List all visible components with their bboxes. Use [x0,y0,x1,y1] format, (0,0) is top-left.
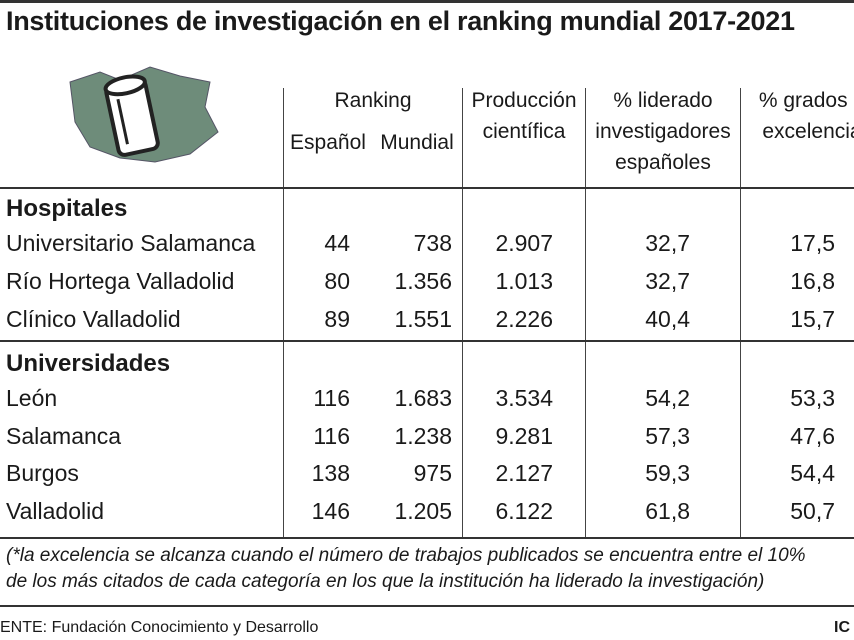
header-produccion: Producción [471,89,577,112]
cell-value: 1.551 [394,306,452,332]
column-rule [462,88,463,538]
cell-value: 1.683 [394,385,452,411]
row-label: Salamanca [6,422,122,449]
column-rule [283,88,284,538]
cell-value: 89 [324,306,350,332]
cell-value: 3.534 [495,385,553,411]
cell-value: 59,3 [645,460,690,487]
header-mundial: Mundial [380,131,454,154]
cell-value: 1.205 [394,498,452,525]
cell-value: 146 [311,498,350,525]
group-rule [0,340,854,342]
column-rule [585,88,586,538]
row-label: Valladolid [6,498,105,525]
cell-value: 44 [324,230,350,256]
footnote-rule [0,605,854,607]
cell-value: 138 [311,460,350,487]
cell-value: 2.127 [495,460,553,487]
source: ENTE: Fundación Conocimiento y Desarroll… [0,619,319,636]
cell-value: 17,5 [790,230,835,256]
column-rule [740,88,741,538]
row-label: Río Hortega Valladolid [6,268,235,294]
header-espanol: Español [290,131,366,154]
cell-value: 32,7 [645,230,690,256]
cell-value: 50,7 [790,498,835,525]
map-icon [69,66,219,163]
row-label: León [6,385,58,411]
cell-value: 116 [313,385,350,411]
cell-value: 57,3 [645,422,690,449]
cell-value: 32,7 [645,268,690,294]
header-grados: % grados d [758,89,854,112]
row-label: Universitario Salamanca [6,230,256,256]
header-liderado: % liderado [613,89,713,112]
cell-value: 116 [313,422,350,449]
row-label: Burgos [6,460,79,487]
cell-value: 61,8 [645,498,690,525]
cell-value: 6.122 [495,498,553,525]
cell-value: 54,4 [790,460,835,487]
table-rule [0,537,854,539]
cell-value: 9.281 [495,422,553,449]
header-rule [0,187,854,189]
group-name: Hospitales [6,195,128,222]
cell-value: 2.907 [495,230,553,256]
cell-value: 975 [413,460,452,487]
cell-value: 16,8 [790,268,835,294]
header-liderado: investigadores [595,120,731,143]
cell-value: 80 [324,268,350,294]
top-rule [0,0,854,3]
cell-value: 40,4 [645,306,690,332]
header-produccion: científica [482,120,566,143]
cell-value: 1.238 [394,422,452,449]
cell-value: 47,6 [790,422,835,449]
title: Instituciones de investigación en el ran… [6,6,795,36]
group-name: Universidades [6,350,171,377]
row-label: Clínico Valladolid [6,306,181,332]
cell-value: 738 [413,230,452,256]
footnote-line: de los más citados de cada categoría en … [6,571,765,592]
credit: IC [834,619,850,636]
cell-value: 53,3 [790,385,835,411]
cell-value: 15,7 [790,306,835,332]
header-grados: excelencia [762,120,854,143]
cell-value: 54,2 [645,385,690,411]
header-ranking: Ranking [334,89,412,112]
cell-value: 2.226 [495,306,553,332]
cell-value: 1.013 [495,268,553,294]
header-liderado: españoles [615,151,711,174]
cell-value: 1.356 [394,268,452,294]
footnote-line: (*la excelencia se alcanza cuando el núm… [6,545,806,566]
